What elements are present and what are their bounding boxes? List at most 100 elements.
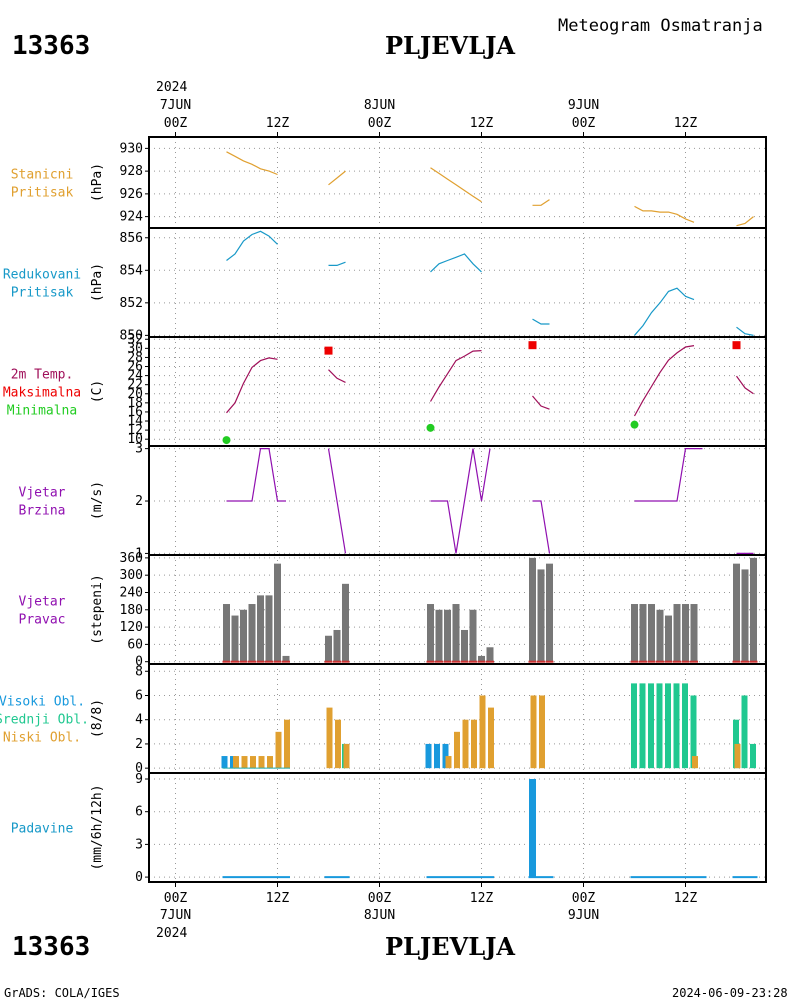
cloud-bar <box>479 695 486 769</box>
wind-direction-bar <box>665 615 672 662</box>
wind-direction-bar <box>469 609 477 662</box>
wind_speed-line-segment <box>634 448 703 502</box>
cloud-bar <box>648 683 654 769</box>
wind-direction-bar <box>656 609 664 662</box>
temperature-line-segment <box>328 369 346 383</box>
y-tick-label: 22 <box>127 378 143 393</box>
max-temp-marker <box>528 341 537 350</box>
y-tick-label: 32 <box>127 332 143 347</box>
station_pressure-line-segment <box>328 170 346 186</box>
precip-bar <box>529 778 536 878</box>
y-tick-label: 24 <box>127 369 143 384</box>
cloud-bar <box>741 695 748 769</box>
panel-label: Pritisak <box>11 286 74 301</box>
y-axis-unit: (C) <box>90 380 105 403</box>
wind-direction-bar <box>435 609 443 662</box>
y-tick-label: 2 <box>135 494 143 509</box>
bottom-hour-label: 12Z <box>470 891 494 906</box>
y-tick-label: 8 <box>135 664 143 679</box>
cloud-bar <box>250 756 256 769</box>
cloud-bar <box>488 707 494 769</box>
reduced_pressure-line-segment <box>226 230 278 261</box>
cloud-bar <box>631 683 637 769</box>
top-hour-label: 00Z <box>368 116 392 131</box>
y-axis-unit: (m/s) <box>90 481 105 520</box>
y-axis-unit: (mm/6h/12h) <box>90 784 105 870</box>
chart-subtitle: Meteogram Osmatranja <box>558 16 763 36</box>
y-tick-label: 0 <box>135 870 143 885</box>
y-tick-label: 928 <box>120 164 143 179</box>
wind-direction-bar <box>546 563 553 662</box>
bottom-hour-label: 00Z <box>368 891 392 906</box>
y-tick-label: 930 <box>120 141 143 156</box>
wind_speed-line-segment <box>430 448 491 554</box>
min-temp-marker <box>426 423 435 432</box>
temperature-line-segment <box>532 395 550 410</box>
wind-direction-bar <box>741 569 749 662</box>
cloud-bar <box>750 743 756 769</box>
wind-direction-bar <box>342 583 349 662</box>
wind-direction-bar <box>648 604 655 662</box>
y-tick-label: 26 <box>127 360 143 375</box>
panel-label: 2m Temp. <box>11 368 74 383</box>
wind-direction-bar <box>478 655 485 662</box>
y-tick-label: 240 <box>120 585 143 600</box>
panel-label: Padavine <box>11 822 74 837</box>
top-date-label: 9JUN <box>568 98 599 113</box>
panel-wind_speed <box>145 445 767 556</box>
wind-direction-bar <box>248 604 256 662</box>
y-tick-label: 18 <box>127 396 143 411</box>
wind_speed-line-segment <box>327 448 347 554</box>
temperature-line-segment <box>429 350 482 402</box>
cloud-bar <box>425 743 432 769</box>
y-tick-label: 360 <box>120 551 143 566</box>
station_pressure-line-segment <box>532 199 550 206</box>
y-tick-label: 2 <box>135 737 143 752</box>
cloud-bar <box>335 719 341 769</box>
station-name-top: PLJEVLJA <box>385 31 515 60</box>
y-tick-label: 852 <box>120 296 143 311</box>
panel-label: Redukovani <box>3 268 81 283</box>
y-tick-label: 924 <box>120 210 144 225</box>
timestamp-text: 2024-06-09-23:28 <box>672 986 788 1000</box>
y-tick-label: 3 <box>135 837 143 852</box>
wind-direction-bar <box>282 655 290 662</box>
bottom-hour-label: 12Z <box>674 891 698 906</box>
y-tick-label: 0 <box>135 655 143 670</box>
y-tick-label: 6 <box>135 688 143 703</box>
bottom-hour-label: 00Z <box>164 891 188 906</box>
top-hour-label: 12Z <box>266 116 290 131</box>
panel-wind_direction <box>145 554 767 665</box>
bottom-date-label: 8JUN <box>364 908 395 923</box>
station-id-bottom: 13363 <box>12 932 90 962</box>
cloud-bar <box>462 719 469 769</box>
wind-direction-bar <box>265 595 273 662</box>
y-tick-label: 28 <box>127 350 143 365</box>
y-tick-label: 120 <box>120 620 143 635</box>
station_pressure-line-segment <box>634 205 695 223</box>
y-tick-label: 14 <box>127 414 143 429</box>
bottom-hour-label: 12Z <box>266 891 290 906</box>
y-tick-label: 6 <box>135 805 143 820</box>
bottom-date-label: 9JUN <box>568 908 599 923</box>
cloud-bar <box>682 683 688 769</box>
reduced_pressure-line-segment <box>430 253 482 273</box>
panel-label: Stanicni <box>11 168 74 183</box>
max-temp-marker <box>732 341 741 350</box>
cloud-bar <box>267 756 273 769</box>
wind-direction-bar <box>631 604 638 662</box>
max-temp-marker <box>324 346 333 355</box>
panel-label: Vjetar <box>19 486 66 501</box>
panel-frame <box>148 336 767 447</box>
cloud-bar <box>471 719 477 769</box>
cloud-bar <box>233 756 239 769</box>
panel-label: Vjetar <box>19 595 66 610</box>
bottom-date-label: 7JUN <box>160 908 191 923</box>
y-axis-unit: (8/8) <box>90 699 105 738</box>
panel-label: Pravac <box>19 613 66 628</box>
cloud-bar <box>454 731 460 769</box>
min-temp-marker <box>222 436 231 445</box>
wind_speed-line-segment <box>532 500 551 554</box>
cloud-bar <box>241 756 248 769</box>
